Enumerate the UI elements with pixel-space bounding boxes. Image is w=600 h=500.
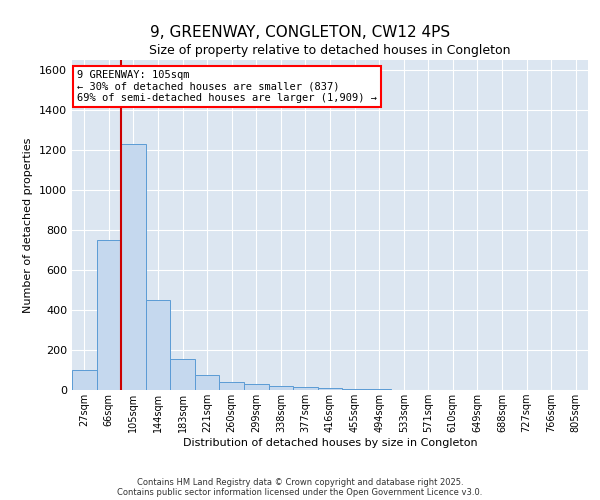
Bar	[121, 144, 146, 390]
Title: Size of property relative to detached houses in Congleton: Size of property relative to detached ho…	[149, 44, 511, 58]
Text: Contains public sector information licensed under the Open Government Licence v3: Contains public sector information licen…	[118, 488, 482, 497]
Text: 9 GREENWAY: 105sqm
← 30% of detached houses are smaller (837)
69% of semi-detach: 9 GREENWAY: 105sqm ← 30% of detached hou…	[77, 70, 377, 103]
Bar	[146, 300, 170, 390]
Bar	[269, 386, 293, 390]
Bar	[220, 382, 244, 390]
Bar	[195, 375, 220, 390]
Bar	[244, 384, 269, 390]
Bar	[97, 240, 121, 390]
Bar	[170, 359, 195, 390]
X-axis label: Distribution of detached houses by size in Congleton: Distribution of detached houses by size …	[182, 438, 478, 448]
Bar	[318, 388, 342, 390]
Text: Contains HM Land Registry data © Crown copyright and database right 2025.: Contains HM Land Registry data © Crown c…	[137, 478, 463, 487]
Text: 9, GREENWAY, CONGLETON, CW12 4PS: 9, GREENWAY, CONGLETON, CW12 4PS	[150, 25, 450, 40]
Bar	[72, 370, 97, 390]
Bar	[293, 387, 318, 390]
Bar	[342, 389, 367, 390]
Y-axis label: Number of detached properties: Number of detached properties	[23, 138, 34, 312]
